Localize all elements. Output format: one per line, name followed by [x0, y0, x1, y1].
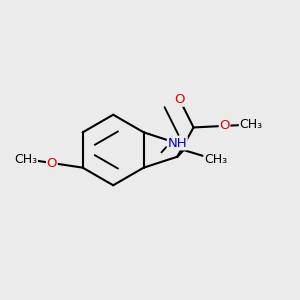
Text: CH₃: CH₃	[239, 118, 262, 131]
Text: O: O	[174, 93, 185, 106]
Text: O: O	[219, 119, 230, 132]
Text: CH₃: CH₃	[14, 153, 38, 166]
Text: O: O	[47, 157, 57, 169]
Text: NH: NH	[167, 137, 187, 150]
Text: CH₃: CH₃	[204, 153, 227, 166]
